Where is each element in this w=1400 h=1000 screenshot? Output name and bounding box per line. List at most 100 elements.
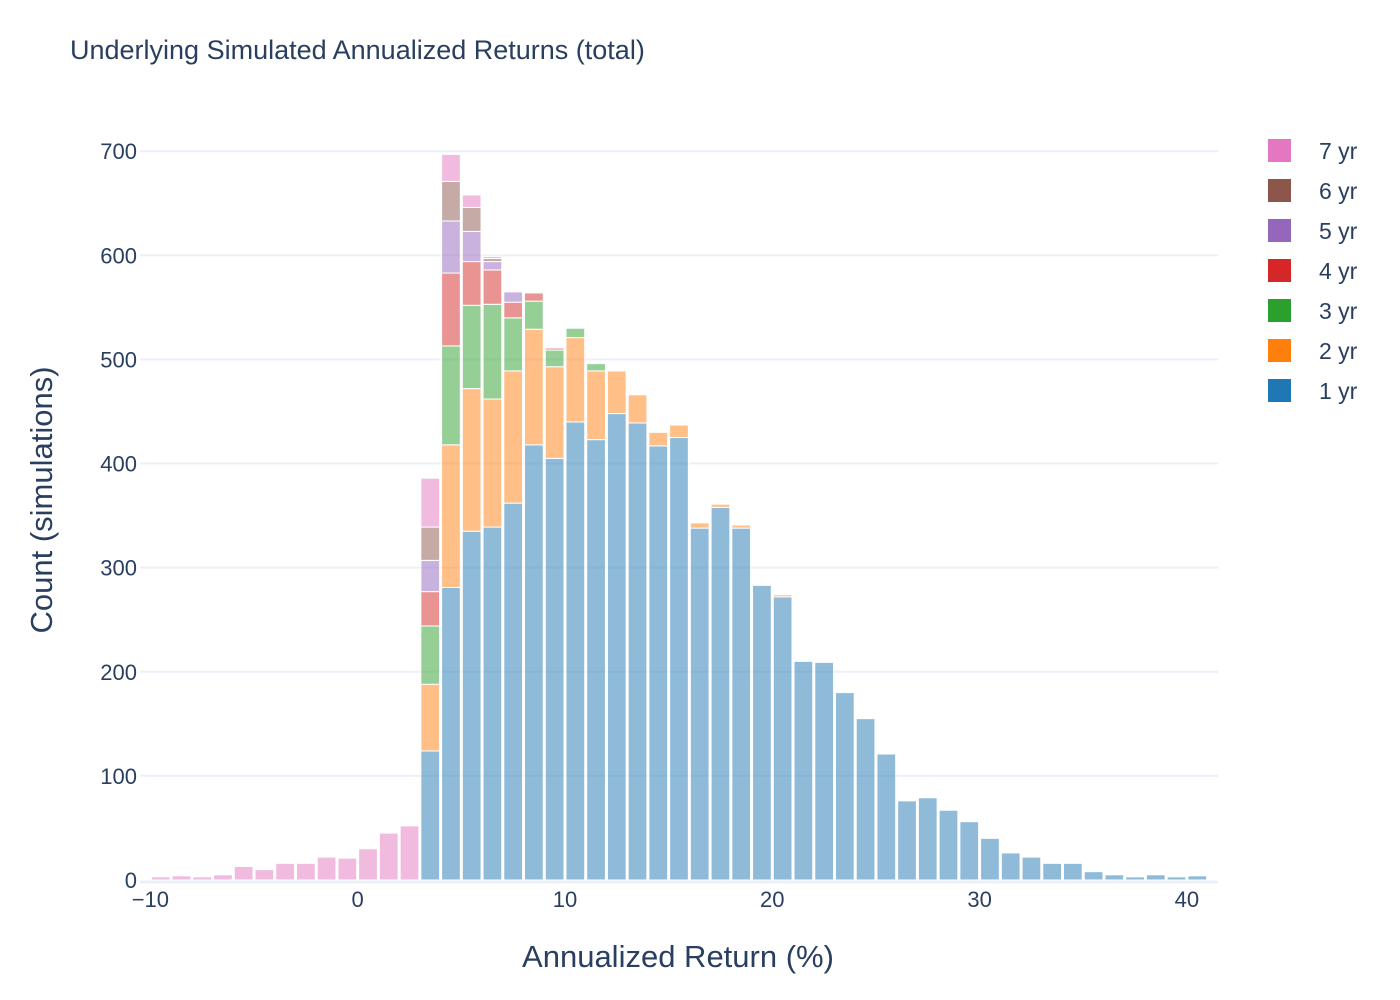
legend-swatch: [1268, 379, 1291, 402]
bar: [586, 363, 606, 372]
bar: [544, 347, 565, 351]
bar: [544, 349, 565, 368]
bar: [544, 457, 565, 881]
bar: [482, 255, 503, 259]
bar: [855, 718, 876, 881]
bar: [544, 366, 565, 459]
bar: [689, 527, 710, 881]
x-tick-label: −10: [132, 887, 169, 912]
legend-item[interactable]: 3 yr: [1268, 298, 1358, 324]
bar: [980, 837, 1000, 881]
bar: [669, 437, 689, 881]
bar: [378, 832, 399, 881]
bar: [793, 660, 814, 881]
legend-item[interactable]: 2 yr: [1268, 338, 1358, 364]
x-tick-label: 40: [1175, 887, 1199, 912]
legend-label: 4 yr: [1319, 258, 1358, 284]
bar: [275, 862, 295, 881]
bar: [876, 753, 897, 881]
bar: [938, 809, 959, 881]
legend-item[interactable]: 5 yr: [1268, 218, 1358, 244]
bar: [358, 848, 378, 881]
bar: [420, 683, 441, 752]
y-axis-ticks: 0 100 200 300 400 500 600 700: [100, 139, 137, 893]
bar: [192, 876, 213, 881]
bar: [461, 261, 482, 306]
bar: [482, 303, 503, 400]
legend-item[interactable]: 4 yr: [1268, 258, 1358, 284]
bar: [1104, 874, 1125, 881]
legend-item[interactable]: 1 yr: [1268, 378, 1358, 404]
legend-swatch: [1268, 259, 1291, 282]
bar: [648, 431, 669, 447]
legend-swatch: [1268, 139, 1291, 162]
bar: [897, 800, 917, 881]
bars: [150, 153, 1208, 881]
bar: [441, 220, 461, 274]
bar: [524, 292, 544, 302]
bar: [524, 300, 544, 330]
legend-label: 2 yr: [1319, 338, 1358, 364]
bar: [606, 413, 627, 881]
bar: [420, 750, 441, 881]
bar: [772, 594, 793, 598]
bar: [627, 422, 648, 881]
bar: [482, 398, 503, 528]
y-tick-label: 700: [100, 139, 137, 164]
bar: [606, 370, 627, 415]
bar: [503, 370, 524, 504]
bar: [441, 444, 461, 588]
bar: [1042, 862, 1063, 881]
bar: [441, 180, 461, 222]
bar: [503, 502, 524, 881]
bar: [420, 526, 441, 561]
x-tick-label: 30: [967, 887, 991, 912]
bar: [710, 503, 731, 508]
bar: [1063, 862, 1083, 881]
bar: [441, 153, 461, 182]
legend-item[interactable]: 7 yr: [1268, 138, 1358, 164]
legend-swatch: [1268, 299, 1291, 322]
bar: [461, 230, 482, 263]
bar: [150, 876, 171, 881]
bar: [752, 584, 772, 881]
bar: [420, 477, 441, 528]
bar: [565, 327, 586, 339]
bar: [316, 856, 337, 881]
bar: [814, 661, 834, 881]
bar: [171, 875, 192, 881]
legend: 7 yr 6 yr 5 yr 4 yr 3 yr 2 yr 1 yr: [1268, 138, 1358, 404]
bar: [503, 289, 524, 292]
bar: [648, 445, 669, 881]
bar: [420, 591, 441, 627]
y-tick-label: 300: [100, 556, 137, 581]
bar: [254, 869, 275, 881]
bar: [731, 524, 752, 529]
series-3-yr: [420, 300, 627, 685]
bar: [524, 328, 544, 446]
legend-swatch: [1268, 339, 1291, 362]
y-tick-label: 500: [100, 347, 137, 372]
x-tick-label: 20: [760, 887, 784, 912]
bar: [461, 194, 482, 208]
bar: [337, 857, 358, 881]
bar: [1187, 875, 1208, 881]
x-tick-label: 10: [553, 887, 577, 912]
bar: [1083, 871, 1104, 881]
bar: [441, 586, 461, 881]
bar: [441, 345, 461, 446]
series-1-yr: [420, 413, 1208, 881]
bar: [1166, 876, 1187, 881]
legend-label: 6 yr: [1319, 178, 1358, 204]
y-tick-label: 100: [100, 764, 137, 789]
bar: [1145, 874, 1166, 881]
legend-item[interactable]: 6 yr: [1268, 178, 1358, 204]
bar: [586, 370, 606, 441]
bar: [461, 206, 482, 232]
y-axis-title: Count (simulations): [24, 366, 59, 633]
y-tick-label: 0: [125, 868, 137, 893]
bar: [524, 291, 544, 294]
y-tick-label: 400: [100, 452, 137, 477]
bar: [295, 862, 316, 881]
